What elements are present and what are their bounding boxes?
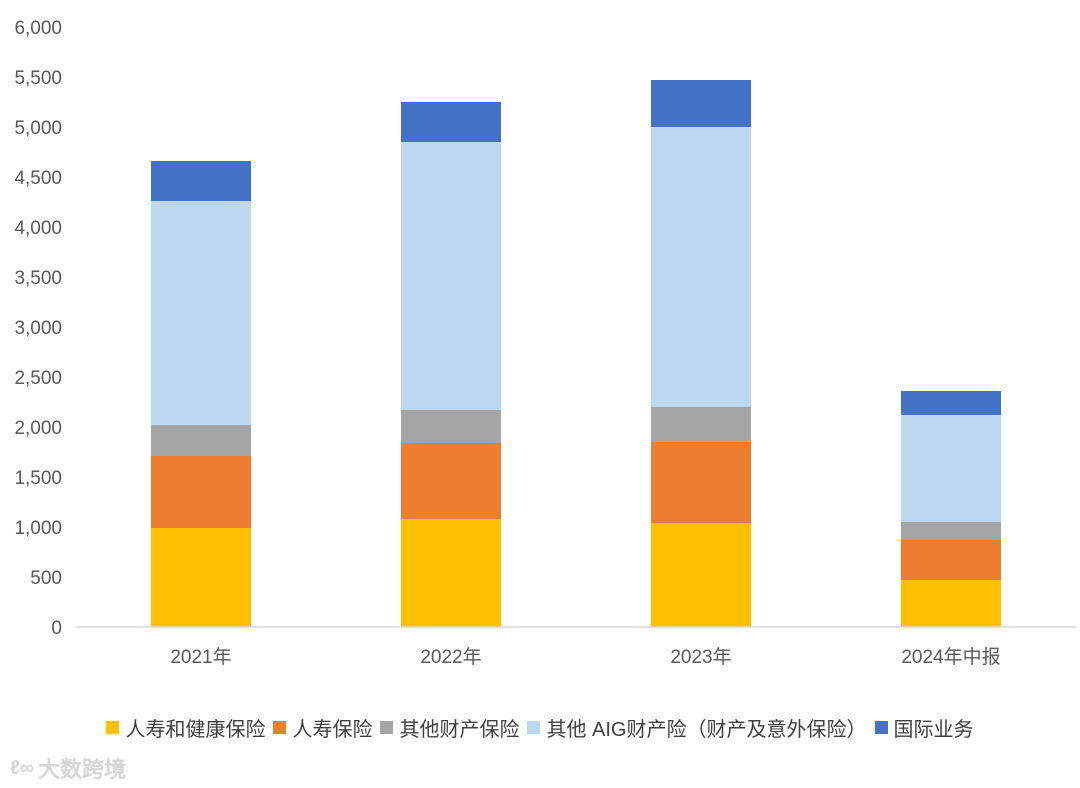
legend-item: 人寿保险 xyxy=(273,713,372,742)
x-tick-label: 2021年 xyxy=(170,646,231,668)
legend-label: 其他财产保险 xyxy=(399,719,520,741)
bar-segment xyxy=(401,410,501,443)
stacked-bar-chart: 0 500 1,000 1,500 2,000 2,500 3,000 3,500 4,000 4… xyxy=(14,18,1076,668)
bar-segment xyxy=(901,522,1001,540)
legend-swatch xyxy=(106,721,120,734)
bar-segment xyxy=(401,443,501,519)
legend-item: 国际业务 xyxy=(874,713,974,742)
y-tick-label: 4,000 xyxy=(14,218,62,239)
y-tick-label: 1,500 xyxy=(14,468,62,489)
legend-swatch xyxy=(273,721,287,734)
legend-swatch xyxy=(874,721,888,734)
bar-segment xyxy=(901,415,1001,522)
x-tick-label: 2024年中报 xyxy=(901,646,1000,668)
x-axis-ticks: 2021年 2022年 2023年 2024年中报 xyxy=(170,646,1000,668)
legend-item: 人寿和健康保险 xyxy=(106,713,265,742)
bar-segment xyxy=(651,80,751,127)
legend-label: 国际业务 xyxy=(893,719,974,741)
watermark-text: 大数跨境 xyxy=(38,757,127,782)
legend-swatch xyxy=(380,721,394,734)
y-tick-label: 2,500 xyxy=(14,368,62,389)
legend-swatch xyxy=(527,721,541,734)
bar-segment xyxy=(151,201,251,425)
bar-segment xyxy=(401,102,501,142)
bar-segment xyxy=(151,425,251,456)
y-tick-label: 3,000 xyxy=(14,318,62,339)
x-tick-label: 2022年 xyxy=(420,646,481,668)
bar-segment xyxy=(901,540,1001,580)
bars xyxy=(151,80,1001,627)
bar-segment xyxy=(651,442,751,523)
bar-segment xyxy=(901,580,1001,627)
y-tick-label: 5,000 xyxy=(14,118,62,139)
bar-segment xyxy=(151,161,251,201)
y-tick-label: 0 xyxy=(51,618,62,639)
y-tick-label: 3,500 xyxy=(14,268,62,289)
y-tick-label: 500 xyxy=(30,568,62,589)
legend-item: 其他财产保险 xyxy=(380,713,519,742)
bar-segment xyxy=(151,456,251,528)
y-axis-ticks: 0 500 1,000 1,500 2,000 2,500 3,000 3,500 4,000 4… xyxy=(14,18,62,639)
x-tick-label: 2023年 xyxy=(670,646,731,668)
legend-label: 人寿保险 xyxy=(292,719,373,741)
y-tick-label: 4,500 xyxy=(14,168,62,189)
watermark: ℓ∞ 大数跨境 xyxy=(10,752,126,784)
bar-segment xyxy=(651,523,751,627)
bar-segment xyxy=(401,142,501,410)
watermark-logo-icon: ℓ∞ xyxy=(10,756,35,779)
bar-segment xyxy=(401,519,501,627)
legend-item: 其他 AIG财产险（财产及意外保险） xyxy=(527,713,867,742)
bar-segment xyxy=(651,127,751,407)
legend-label: 人寿和健康保险 xyxy=(125,719,266,741)
y-tick-label: 5,500 xyxy=(14,68,62,89)
legend: 人寿和健康保险 人寿保险 其他财产保险 其他 AIG财产险（财产及意外保险） 国际业务 xyxy=(0,713,1080,742)
bar-segment xyxy=(901,391,1001,415)
bar-segment xyxy=(151,528,251,627)
bar-segment xyxy=(651,407,751,442)
y-tick-label: 1,000 xyxy=(14,518,62,539)
y-tick-label: 6,000 xyxy=(14,18,62,39)
y-tick-label: 2,000 xyxy=(14,418,62,439)
legend-label: 其他 AIG财产险（财产及意外保险） xyxy=(546,719,867,741)
